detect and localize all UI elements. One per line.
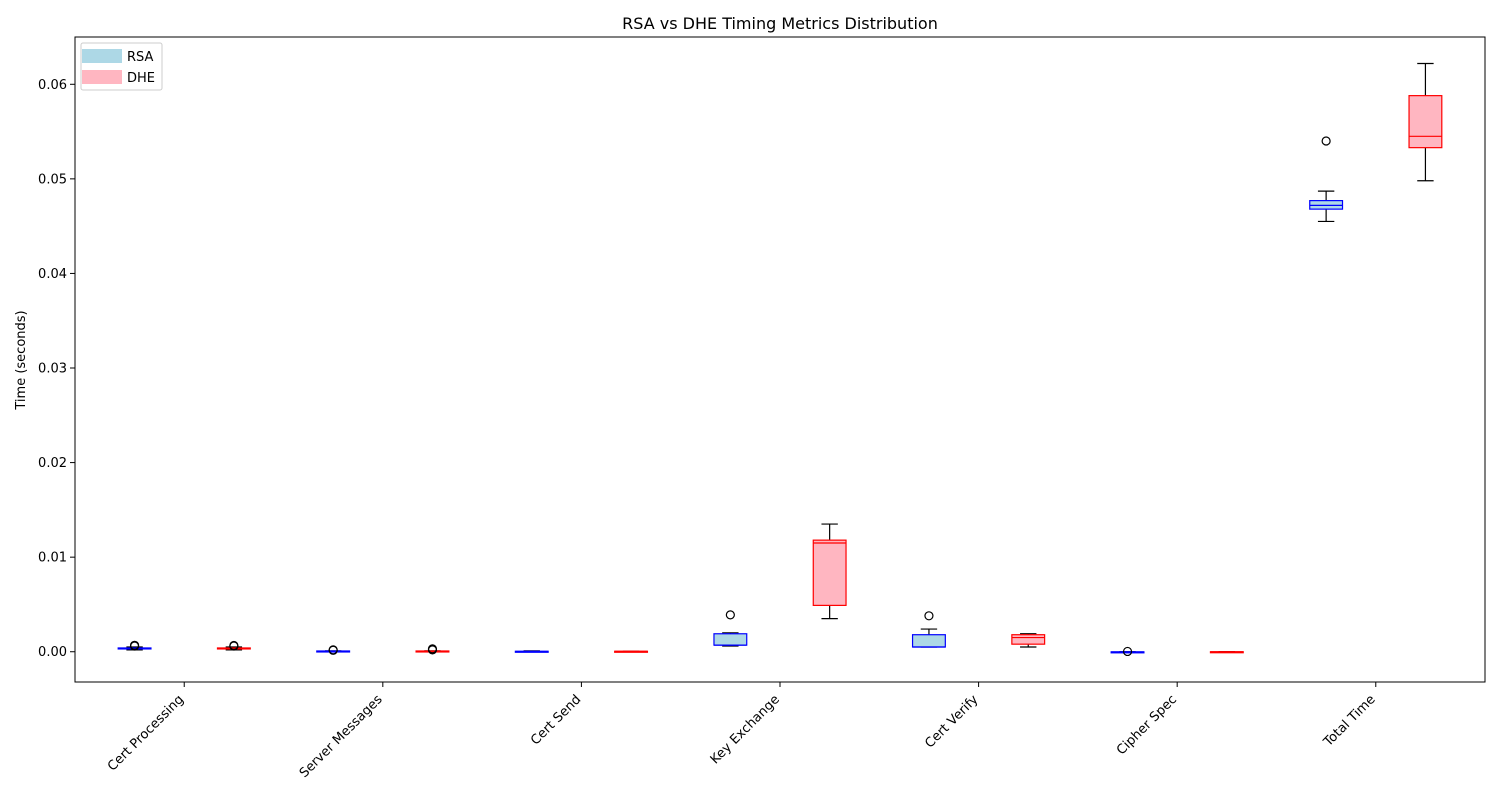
flier-point	[328, 645, 338, 655]
x-tick-label: Cert Verify	[922, 692, 981, 751]
box-iqr	[1408, 95, 1443, 149]
y-axis-label: Time (seconds)	[14, 310, 29, 410]
x-tick-label: Cipher Spec	[1114, 692, 1180, 758]
legend-label-dhe: DHE	[127, 71, 155, 86]
flier-point	[1321, 136, 1331, 146]
flier-point	[725, 610, 735, 620]
box-iqr	[713, 633, 748, 646]
y-tick-label: 0.04	[38, 267, 67, 282]
y-tick-label: 0.06	[38, 78, 67, 93]
box-rsa-6	[1309, 136, 1344, 223]
flier-point	[924, 611, 934, 621]
box-rsa-3	[713, 610, 748, 647]
box-rsa-0	[117, 640, 152, 651]
flier-point	[229, 640, 239, 651]
legend-label-rsa: RSA	[127, 50, 154, 65]
chart-title: RSA vs DHE Timing Metrics Distribution	[622, 14, 938, 33]
plot-frame	[74, 36, 1486, 683]
plot-area	[117, 62, 1443, 657]
box-dhe-2	[614, 650, 649, 653]
legend-swatch-rsa	[82, 49, 122, 63]
flier-point	[427, 644, 438, 654]
y-tick-label: 0.00	[38, 645, 67, 660]
box-iqr	[1011, 634, 1046, 645]
box-dhe-6	[1408, 62, 1443, 182]
box-rsa-5	[1110, 646, 1145, 657]
legend-swatch-dhe	[82, 70, 122, 84]
box-rsa-1	[316, 645, 351, 655]
y-tick-label: 0.01	[38, 551, 67, 566]
flier-point	[129, 640, 140, 650]
box-dhe-5	[1209, 651, 1244, 654]
y-tick-label: 0.05	[38, 172, 67, 187]
legend: RSA DHE	[80, 42, 163, 91]
box-rsa-4	[911, 611, 946, 648]
flier-point	[1122, 646, 1133, 657]
box-rsa-2	[514, 650, 549, 653]
x-tick-label: Cert Processing	[105, 692, 187, 774]
box-iqr	[812, 539, 847, 606]
box-dhe-0	[216, 640, 251, 651]
box-dhe-4	[1011, 633, 1046, 648]
x-tick-label: Total Time	[1320, 692, 1378, 750]
y-tick-label: 0.03	[38, 362, 67, 377]
x-tick-label: Key Exchange	[708, 692, 783, 767]
x-tick-label: Server Messages	[297, 692, 386, 781]
y-tick-label: 0.02	[38, 456, 67, 471]
x-tick-label: Cert Send	[528, 692, 584, 748]
box-dhe-1	[415, 644, 450, 655]
box-dhe-3	[812, 523, 847, 620]
box-iqr	[911, 634, 946, 648]
